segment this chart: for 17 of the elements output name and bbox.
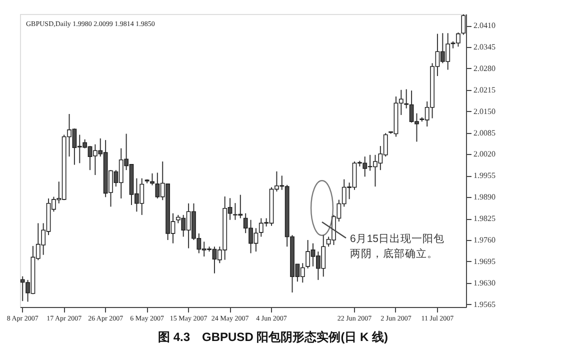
- y-tick-label: 2.0085: [474, 128, 496, 138]
- y-tick-label: 1.9825: [474, 214, 496, 224]
- y-tick-label: 2.0280: [474, 64, 496, 73]
- y-tick-label: 2.0020: [474, 150, 496, 159]
- caption: 图 4.3 GBPUSD 阳包阴形态实例(日 K 线): [158, 330, 388, 344]
- y-tick-label: 1.9955: [474, 171, 496, 180]
- annotation: 6月15日出现一阳包两阴，底部确立。: [350, 232, 445, 260]
- candlestick: [461, 14, 466, 36]
- y-tick-label: 2.0215: [474, 85, 496, 94]
- y-tick-label: 1.9760: [474, 236, 496, 245]
- y-tick-label: 2.0150: [474, 106, 496, 116]
- y-tick-label: 1.9630: [474, 278, 496, 288]
- y-tick-label: 2.0410: [474, 21, 496, 30]
- y-tick-label: 1.9695: [474, 256, 496, 266]
- y-tick-label: 2.0345: [474, 42, 496, 52]
- y-tick-label: 1.9565: [474, 300, 496, 309]
- y-tick-label: 1.9890: [474, 192, 496, 202]
